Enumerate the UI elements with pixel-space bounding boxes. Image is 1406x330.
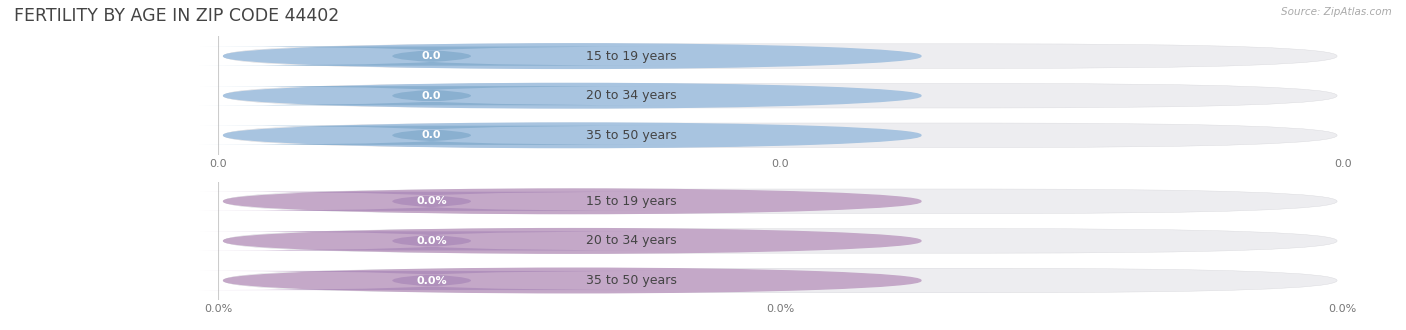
FancyBboxPatch shape [200, 231, 664, 250]
Text: 0.0: 0.0 [422, 51, 441, 61]
Text: 35 to 50 years: 35 to 50 years [578, 129, 676, 142]
FancyBboxPatch shape [200, 271, 664, 290]
Text: FERTILITY BY AGE IN ZIP CODE 44402: FERTILITY BY AGE IN ZIP CODE 44402 [14, 7, 339, 25]
FancyBboxPatch shape [200, 47, 664, 66]
Circle shape [224, 189, 921, 214]
FancyBboxPatch shape [224, 268, 1337, 293]
Circle shape [224, 123, 921, 148]
Circle shape [224, 229, 921, 253]
FancyBboxPatch shape [224, 44, 1337, 68]
FancyBboxPatch shape [200, 86, 664, 105]
Text: 0.0%: 0.0% [416, 236, 447, 246]
Text: 20 to 34 years: 20 to 34 years [578, 89, 676, 102]
Text: 0.0%: 0.0% [416, 196, 447, 206]
FancyBboxPatch shape [224, 83, 1337, 108]
Text: 15 to 19 years: 15 to 19 years [578, 195, 676, 208]
Circle shape [224, 44, 921, 68]
Circle shape [224, 268, 921, 293]
Text: 15 to 19 years: 15 to 19 years [578, 50, 676, 63]
Text: 0.0: 0.0 [422, 130, 441, 140]
Text: 0.0%: 0.0% [416, 276, 447, 285]
FancyBboxPatch shape [224, 229, 1337, 253]
FancyBboxPatch shape [200, 192, 664, 211]
Text: 35 to 50 years: 35 to 50 years [578, 274, 676, 287]
Text: 20 to 34 years: 20 to 34 years [578, 234, 676, 248]
Text: Source: ZipAtlas.com: Source: ZipAtlas.com [1281, 7, 1392, 16]
FancyBboxPatch shape [200, 126, 664, 145]
Text: 0.0: 0.0 [422, 91, 441, 101]
Circle shape [224, 83, 921, 108]
FancyBboxPatch shape [224, 123, 1337, 148]
FancyBboxPatch shape [224, 189, 1337, 214]
